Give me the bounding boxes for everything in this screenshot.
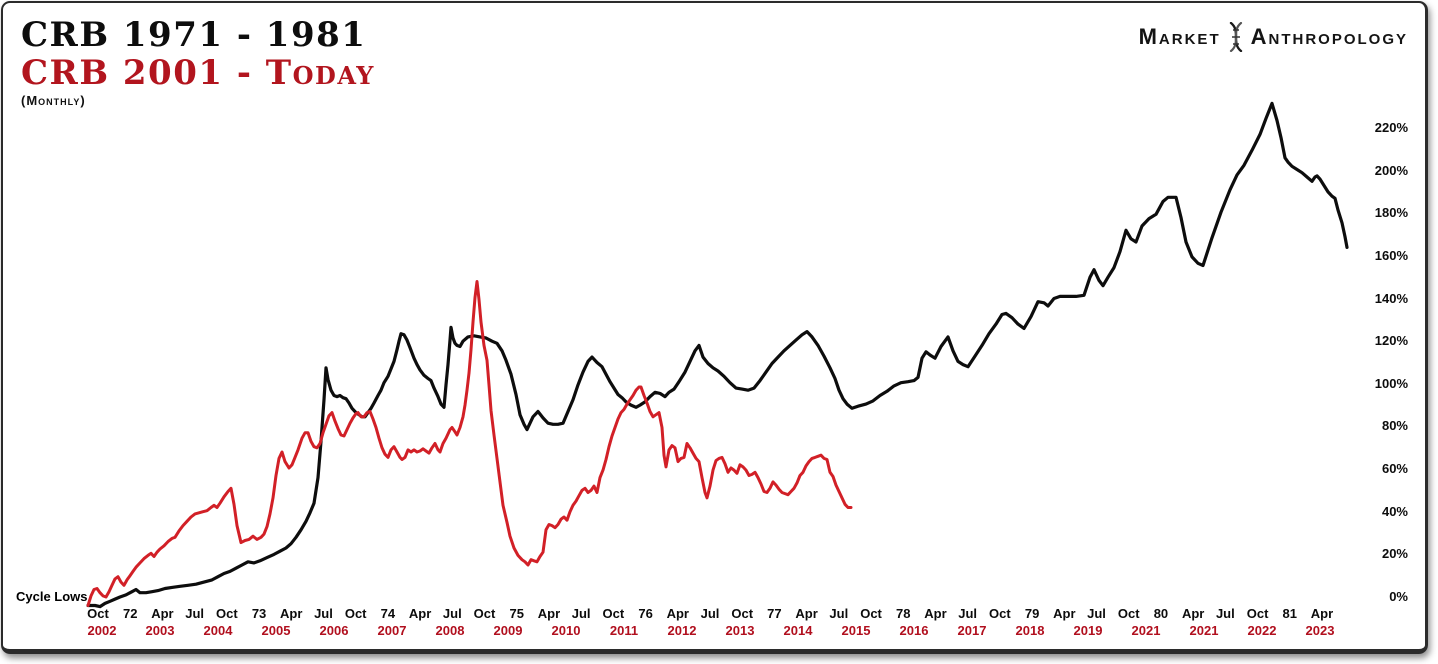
x-tick-year-label: 2005 bbox=[261, 623, 291, 638]
x-tick-1970s-label: Apr bbox=[1053, 606, 1076, 621]
cycle-lows-annotation: Cycle Lows bbox=[16, 589, 88, 604]
x-tick-1970s-label: 81 bbox=[1282, 606, 1298, 621]
x-tick-1970s-label: Oct bbox=[860, 606, 882, 621]
y-tick-label: 140% bbox=[1374, 290, 1408, 306]
x-tick-1970s-label: Apr bbox=[666, 606, 689, 621]
x-tick-1970s-label: 79 bbox=[1024, 606, 1040, 621]
y-tick-label: 40% bbox=[1381, 503, 1408, 519]
x-tick-1970s-label: Oct bbox=[344, 606, 367, 621]
subtitle-monthly: (Monthly) bbox=[21, 93, 86, 109]
x-tick-year-label: 2008 bbox=[435, 623, 465, 638]
x-tick-1970s-label: Jul bbox=[185, 606, 205, 621]
x-tick-year-label: 2010 bbox=[551, 623, 581, 638]
x-tick-1970s-label: Jul bbox=[314, 606, 333, 621]
x-tick-1970s-label: Apr bbox=[795, 606, 818, 621]
x-axis-bottom: 2002 2003 2004 2005 2006 2007 2008 2009 2010 2011… bbox=[0, 623, 1438, 639]
market-anthropology-logo: Market Anthropology bbox=[1139, 22, 1408, 52]
y-tick-label: 160% bbox=[1374, 247, 1408, 263]
x-tick-year-label: 2006 bbox=[319, 623, 349, 638]
x-tick-1970s-label: Oct bbox=[731, 606, 754, 621]
x-tick-1970s-label: Oct bbox=[989, 606, 1011, 621]
x-tick-1970s-label: 80 bbox=[1153, 606, 1169, 621]
x-tick-1970s-label: 74 bbox=[380, 606, 396, 621]
y-tick-label: 0% bbox=[1389, 589, 1408, 604]
x-tick-1970s-label: Apr bbox=[924, 606, 947, 621]
x-tick-year-label: 2018 bbox=[1015, 623, 1045, 638]
y-tick-label: 100% bbox=[1374, 375, 1408, 391]
y-tick-label: 120% bbox=[1374, 333, 1408, 349]
series-line-crb-2001-today bbox=[86, 280, 853, 607]
series-line-crb-1971-1981 bbox=[86, 101, 1349, 609]
x-tick-year-label: 2015 bbox=[841, 623, 871, 638]
x-tick-year-label: 2011 bbox=[609, 623, 639, 638]
x-tick-1970s-label: 76 bbox=[638, 606, 653, 621]
x-tick-year-label: 2017 bbox=[957, 623, 987, 638]
x-tick-year-label: 2016 bbox=[899, 623, 929, 638]
x-tick-1970s-label: Oct bbox=[87, 606, 109, 621]
x-tick-1970s-label: Oct bbox=[602, 606, 625, 621]
x-tick-1970s-label: Jul bbox=[829, 606, 849, 621]
x-tick-year-label: 2021 bbox=[1189, 623, 1219, 638]
x-tick-year-label: 2007 bbox=[377, 623, 407, 638]
x-tick-year-label: 2023 bbox=[1305, 623, 1335, 638]
title-crb-1971-1981: CRB 1971 - 1981 bbox=[21, 15, 367, 55]
x-tick-1970s-label: Apr bbox=[1181, 606, 1205, 621]
x-tick-1970s-label: Oct bbox=[215, 606, 238, 621]
x-tick-year-label: 2004 bbox=[203, 623, 233, 638]
y-tick-label: 20% bbox=[1381, 546, 1408, 562]
title-block: CRB 1971 - 1981 CRB 2001 - Today (Monthl… bbox=[21, 15, 375, 109]
x-tick-1970s-label: 73 bbox=[251, 606, 267, 621]
x-tick-year-label: 2003 bbox=[145, 623, 175, 638]
x-axis-top: Oct 72 Apr Jul Oct 73 Apr Jul Oct 74 Apr Jul Oct 75 Ap… bbox=[0, 606, 1438, 622]
y-tick-label: 180% bbox=[1374, 205, 1408, 221]
title-crb-2001-today: CRB 2001 - Today bbox=[21, 52, 375, 93]
x-tick-1970s-label: Apr bbox=[1310, 606, 1334, 621]
x-tick-1970s-label: Jul bbox=[700, 606, 720, 621]
logo-word-anthropology: Anthropology bbox=[1250, 24, 1408, 49]
x-tick-1970s-label: Oct bbox=[1246, 606, 1269, 621]
x-tick-1970s-label: 78 bbox=[896, 606, 911, 621]
x-tick-1970s-label: Oct bbox=[473, 606, 496, 621]
x-tick-year-label: 2013 bbox=[725, 623, 755, 638]
x-tick-1970s-label: Jul bbox=[958, 606, 978, 621]
y-tick-label: 80% bbox=[1381, 418, 1408, 434]
x-tick-1970s-label: Jul bbox=[571, 606, 591, 621]
x-tick-year-label: 2014 bbox=[783, 623, 813, 638]
y-tick-label: 220% bbox=[1374, 119, 1408, 135]
x-tick-1970s-label: Jul bbox=[1087, 606, 1106, 621]
logo-word-market: Market bbox=[1138, 24, 1221, 49]
x-tick-1970s-label: Apr bbox=[151, 606, 174, 621]
x-tick-1970s-label: Jul bbox=[442, 606, 462, 621]
x-tick-year-label: 2022 bbox=[1247, 623, 1277, 638]
x-tick-1970s-label: 77 bbox=[767, 606, 782, 621]
y-tick-label: 60% bbox=[1381, 461, 1408, 477]
x-tick-1970s-label: Oct bbox=[1117, 606, 1140, 621]
x-tick-year-label: 2002 bbox=[87, 623, 117, 638]
x-tick-1970s-label: 75 bbox=[509, 606, 524, 621]
x-tick-year-label: 2019 bbox=[1073, 623, 1103, 638]
dna-helix-icon bbox=[1229, 22, 1242, 52]
x-tick-1970s-label: Apr bbox=[537, 606, 561, 621]
x-tick-1970s-label: Apr bbox=[280, 606, 303, 621]
x-tick-year-label: 2009 bbox=[493, 623, 523, 638]
x-tick-1970s-label: Jul bbox=[1215, 606, 1235, 621]
x-tick-year-label: 2021 bbox=[1131, 623, 1161, 638]
y-tick-label: 200% bbox=[1374, 162, 1408, 178]
x-tick-1970s-label: Apr bbox=[408, 606, 432, 621]
x-tick-year-label: 2012 bbox=[667, 623, 697, 638]
x-tick-1970s-label: 72 bbox=[122, 606, 138, 621]
